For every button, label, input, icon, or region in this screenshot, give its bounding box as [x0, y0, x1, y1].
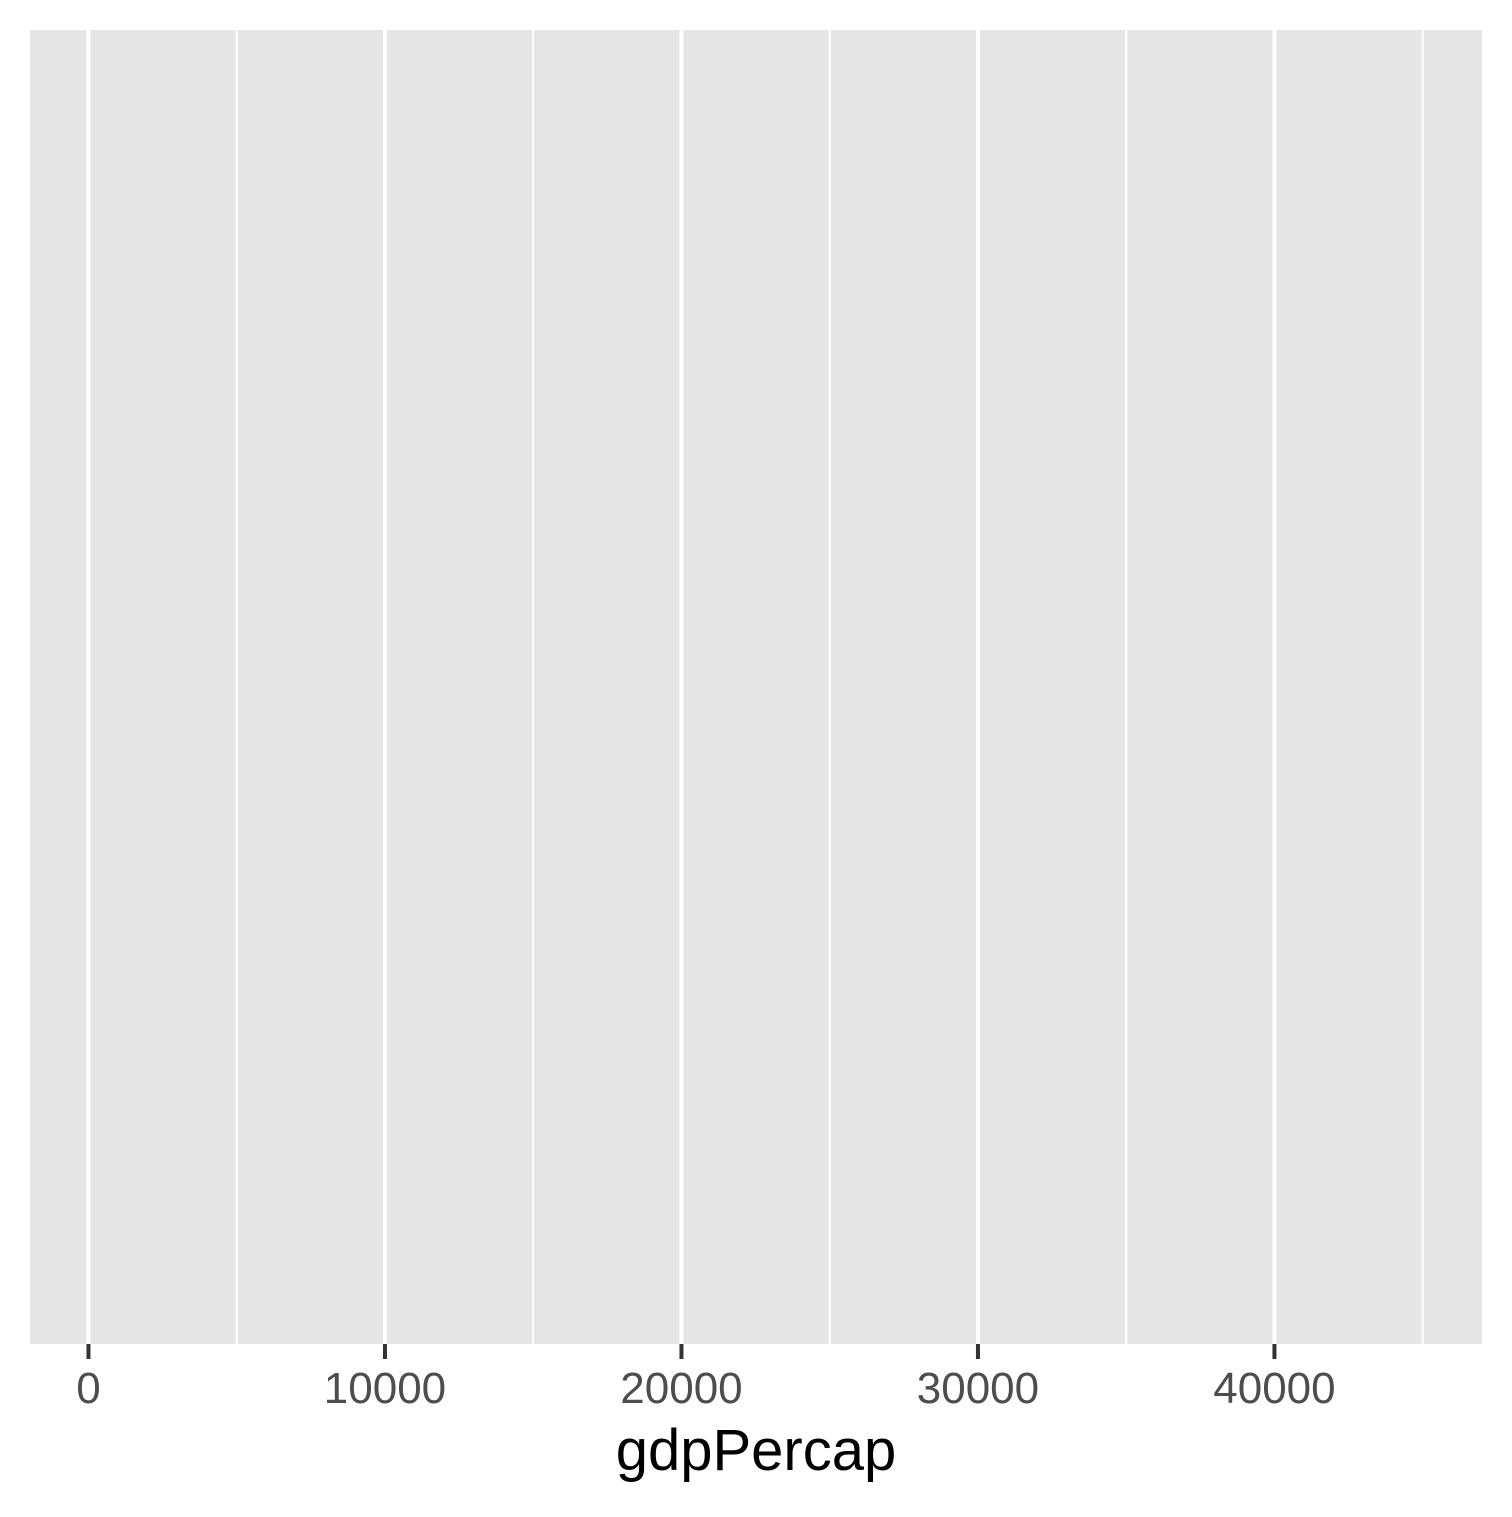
x-tick-label: 20000	[620, 1364, 742, 1413]
x-axis-title: gdpPercap	[616, 1418, 897, 1483]
plot-panel	[30, 30, 1482, 1344]
minor-grid	[235, 30, 1424, 1344]
x-tick-label: 40000	[1213, 1364, 1335, 1413]
x-axis-tick-labels: 0 10000 20000 30000 40000	[76, 1364, 1335, 1413]
x-tick-label: 30000	[917, 1364, 1039, 1413]
major-grid	[86, 30, 1277, 1344]
x-tick-label: 10000	[324, 1364, 446, 1413]
x-axis-ticks	[86, 1344, 1277, 1359]
x-tick-label: 0	[76, 1364, 100, 1413]
